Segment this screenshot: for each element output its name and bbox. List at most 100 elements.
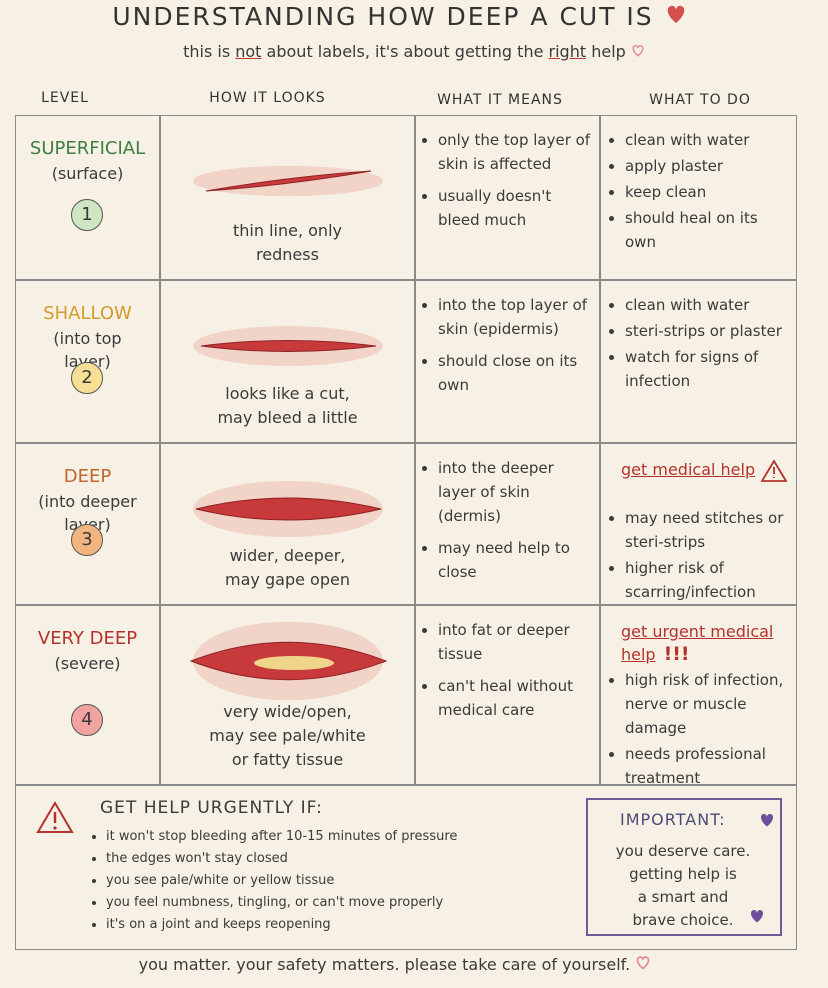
means-item: into fat or deeper tissue [438, 618, 591, 666]
subtitle-text: about labels, it's about getting the [266, 42, 544, 61]
table-cell: thin line, only redness [160, 115, 415, 280]
todo-list: may need stitches or steri-stripshigher … [609, 506, 790, 606]
looks-line: wider, deeper, [229, 546, 346, 565]
column-header: WHAT TO DO [649, 92, 751, 108]
table-cell: clean with waterapply plasterkeep cleans… [600, 115, 797, 280]
looks-line: very wide/open, [223, 702, 352, 721]
looks-text: looks like a cut, may bleed a little [181, 382, 394, 430]
urgent-item: it won't stop bleeding after 10-15 minut… [106, 826, 457, 848]
cut-wound [195, 497, 382, 521]
level-name: SUPERFICIAL [29, 138, 146, 159]
subtitle-emphasis: not [235, 42, 262, 61]
table-cell: get medical help may need stitches or ste… [600, 443, 797, 605]
looks-line: redness [256, 245, 319, 264]
cut-illustration [193, 165, 383, 197]
cut-illustration [189, 621, 388, 701]
cut-wound [200, 340, 377, 352]
table-cell: SHALLOW(into top layer)2 [15, 280, 160, 443]
means-list: into fat or deeper tissue can't heal with… [422, 618, 591, 730]
level-name: DEEP [63, 466, 112, 487]
todo-heading: get urgent medical help!!! [621, 620, 788, 666]
footer: you matter. your safety matters. please … [0, 955, 790, 974]
subtitle: this is not about labels, it's about get… [0, 42, 828, 61]
looks-text: very wide/open, may see pale/white or fatt… [181, 700, 394, 772]
table-cell: get urgent medical help!!!high risk of i… [600, 605, 797, 787]
looks-line: may bleed a little [217, 408, 358, 427]
heart-icon [632, 44, 644, 57]
table-cell: into fat or deeper tissue can't heal with… [415, 605, 600, 785]
todo-item: clean with water [625, 128, 790, 152]
level-number: 3 [71, 524, 103, 556]
table-cell: SUPERFICIAL (surface) 1 [15, 115, 160, 280]
urgent-box: GET HELP URGENTLY IF: it won't stop blee… [15, 785, 797, 950]
title-wrap: UNDERSTANDING HOW DEEP A CUT IS [0, 2, 800, 31]
means-item: usually doesn't bleed much [438, 184, 591, 232]
looks-text: thin line, only redness [181, 219, 394, 267]
urgent-list: it won't stop bleeding after 10-15 minut… [90, 826, 457, 936]
warning-icon [760, 458, 788, 482]
means-list: only the top layer of skin is affected us… [422, 128, 591, 240]
subtitle-text: help [591, 42, 626, 61]
level-detail: (severe) [54, 654, 121, 673]
means-list: into the top layer of skin (epidermis) sh… [422, 293, 591, 405]
todo-item: steri-strips or plaster [625, 319, 790, 343]
table-cell: only the top layer of skin is affected us… [415, 115, 600, 280]
todo-list: clean with watersteri-strips or plasterw… [609, 293, 790, 395]
subtitle-emphasis: right [548, 42, 587, 61]
heart-icon [760, 814, 774, 827]
table-cell: clean with watersteri-strips or plasterw… [600, 280, 797, 443]
todo-list: high risk of infection, nerve or muscle … [609, 668, 790, 792]
todo-item: should heal on its own [625, 206, 790, 254]
cut-wound [205, 170, 372, 192]
important-text: you deserve care. getting help is a smart … [608, 840, 758, 932]
level-number: 1 [71, 199, 103, 231]
urgent-item: you see pale/white or yellow tissue [106, 870, 457, 892]
table-cell: VERY DEEP (severe) 4 [15, 605, 160, 785]
table-cell: into the deeper layer of skin (dermis) ma… [415, 443, 600, 605]
looks-text: wider, deeper, may gape open [181, 544, 394, 592]
todo-item: clean with water [625, 293, 790, 317]
urgent-item: the edges won't stay closed [106, 848, 457, 870]
means-item: may need help to close [438, 536, 591, 584]
todo-alert: !!! [663, 643, 690, 665]
table-cell: looks like a cut, may bleed a little [160, 280, 415, 443]
looks-line: thin line, only [233, 221, 342, 240]
level-name: VERY DEEP [37, 628, 138, 649]
todo-heading-text: get medical help [621, 460, 756, 479]
cut-illustration [193, 481, 383, 537]
important-box: IMPORTANT: you deserve care. getting help… [586, 798, 782, 936]
heart-icon [667, 5, 684, 23]
warning-shape [760, 458, 788, 482]
means-item: into the top layer of skin (epidermis) [438, 293, 591, 341]
looks-line: looks like a cut, [225, 384, 350, 403]
important-line: you deserve care. [615, 842, 751, 860]
important-line: a smart and [637, 888, 729, 906]
cut-tissue [254, 656, 334, 670]
important-line: getting help is [629, 865, 737, 883]
means-item: can't heal without medical care [438, 674, 591, 722]
column-header: WHAT IT MEANS [437, 92, 563, 108]
todo-item: apply plaster [625, 154, 790, 178]
table-cell: wider, deeper, may gape open [160, 443, 415, 605]
level-number: 4 [71, 704, 103, 736]
heart-icon [636, 956, 650, 970]
looks-line: may see pale/white [209, 726, 366, 745]
cut-illustration [193, 326, 383, 366]
todo-item: may need stitches or steri-strips [625, 506, 790, 554]
todo-list: clean with waterapply plasterkeep cleans… [609, 128, 790, 256]
todo-item: higher risk of scarring/infection [625, 556, 790, 604]
todo-item: keep clean [625, 180, 790, 204]
table-cell: very wide/open, may see pale/white or fatt… [160, 605, 415, 785]
todo-item: high risk of infection, nerve or muscle … [625, 668, 790, 740]
title: UNDERSTANDING HOW DEEP A CUT IS [112, 2, 654, 31]
todo-heading-text: get urgent medical help [621, 622, 774, 664]
important-line: brave choice. [632, 911, 734, 929]
means-item: should close on its own [438, 349, 591, 397]
subtitle-text: this is [183, 42, 231, 61]
todo-item: watch for signs of infection [625, 345, 790, 393]
table-cell: DEEP(into deeper layer)3 [15, 443, 160, 605]
looks-line: or fatty tissue [231, 750, 344, 769]
column-header: HOW IT LOOKS [209, 90, 326, 106]
urgent-item: you feel numbness, tingling, or can't mo… [106, 892, 457, 914]
